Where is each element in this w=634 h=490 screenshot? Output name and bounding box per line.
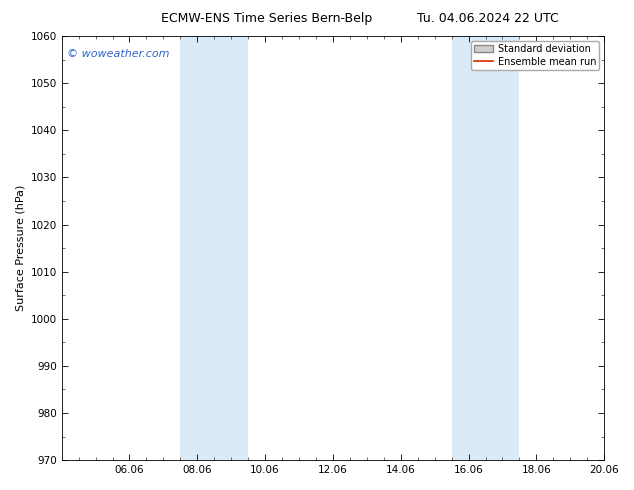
- Y-axis label: Surface Pressure (hPa): Surface Pressure (hPa): [15, 185, 25, 311]
- Bar: [451, 36, 519, 460]
- Text: Tu. 04.06.2024 22 UTC: Tu. 04.06.2024 22 UTC: [417, 12, 559, 25]
- Text: ECMW-ENS Time Series Bern-Belp: ECMW-ENS Time Series Bern-Belp: [160, 12, 372, 25]
- Text: © woweather.com: © woweather.com: [67, 49, 169, 59]
- Bar: [180, 36, 248, 460]
- Legend: Standard deviation, Ensemble mean run: Standard deviation, Ensemble mean run: [470, 41, 599, 70]
